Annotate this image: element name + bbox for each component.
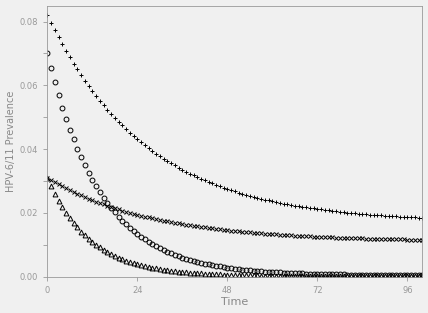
- X-axis label: Time: Time: [221, 297, 249, 307]
- Y-axis label: HPV-6/11 Prevalence: HPV-6/11 Prevalence: [6, 90, 15, 192]
